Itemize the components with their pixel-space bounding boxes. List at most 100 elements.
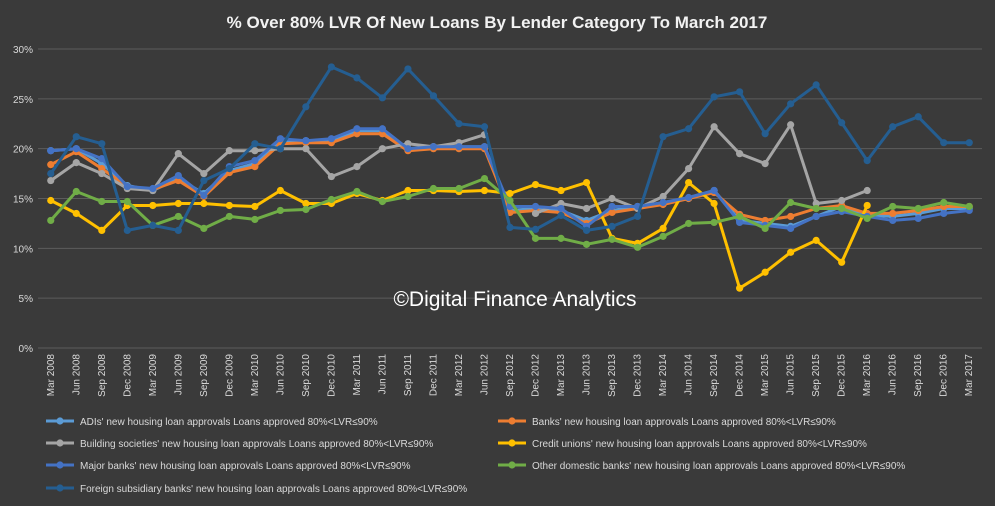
- data-point: [940, 209, 948, 218]
- data-point: [123, 226, 131, 234]
- data-point: [838, 196, 846, 205]
- series-6: [47, 174, 973, 251]
- data-point: [787, 121, 795, 129]
- data-point: [557, 211, 565, 220]
- data-point: [940, 139, 948, 147]
- data-point: [659, 198, 667, 207]
- data-point: [353, 125, 361, 133]
- data-point: [608, 202, 616, 211]
- data-point: [659, 224, 667, 232]
- x-tick-label: Jun 2016: [888, 354, 899, 396]
- data-point: [327, 195, 336, 204]
- data-point: [353, 187, 361, 196]
- x-tick-label: Mar 2015: [760, 354, 771, 397]
- y-tick-label: 10%: [13, 244, 33, 255]
- data-point: [353, 74, 361, 82]
- x-tick-label: Mar 2012: [454, 354, 465, 397]
- legend-label: Foreign subsidiary banks' new housing lo…: [80, 484, 467, 495]
- x-tick-label: Jun 2014: [684, 354, 695, 396]
- data-point: [531, 234, 540, 242]
- data-point: [608, 222, 616, 231]
- data-point: [455, 143, 463, 151]
- x-tick-label: Dec 2011: [428, 354, 439, 397]
- data-point: [761, 268, 769, 276]
- x-tick-label: Mar 2009: [148, 354, 159, 397]
- data-point: [276, 186, 284, 195]
- data-point: [480, 123, 489, 131]
- legend-item: Other domestic banks' new housing loan a…: [498, 461, 905, 472]
- data-point: [251, 157, 259, 165]
- data-point: [914, 214, 922, 223]
- data-point: [633, 243, 642, 251]
- data-point: [684, 165, 693, 173]
- y-axis: 0% 5% 10% 15% 20% 25% 30%: [13, 45, 33, 355]
- data-point: [429, 92, 438, 100]
- data-point: [404, 186, 412, 195]
- data-point: [480, 143, 489, 151]
- x-tick-label: Mar 2014: [658, 354, 669, 397]
- x-tick-label: Jun 2015: [786, 354, 797, 396]
- data-point: [557, 199, 565, 208]
- data-point: [659, 133, 667, 141]
- x-tick-label: Dec 2015: [837, 354, 848, 397]
- data-point: [787, 224, 795, 232]
- x-tick-label: Sep 2008: [97, 354, 108, 397]
- data-point: [710, 199, 718, 208]
- data-point: [787, 212, 795, 221]
- data-point: [455, 184, 463, 193]
- data-point: [761, 130, 769, 138]
- data-point: [582, 178, 591, 187]
- x-tick-label: Jun 2009: [173, 354, 184, 396]
- data-point: [378, 94, 387, 102]
- data-point: [684, 178, 693, 187]
- legend-item: Building societies' new housing loan app…: [46, 439, 433, 450]
- x-tick-label: Sep 2016: [913, 354, 924, 397]
- data-point: [174, 199, 182, 208]
- legend-label: ADIs' new housing loan approvals Loans a…: [80, 417, 378, 428]
- data-point: [736, 212, 744, 221]
- data-point: [276, 135, 284, 143]
- data-point: [327, 172, 336, 181]
- data-point: [225, 212, 233, 221]
- x-tick-label: Sep 2009: [199, 354, 210, 397]
- data-point: [838, 258, 846, 266]
- data-point: [378, 145, 387, 153]
- data-point: [429, 143, 438, 151]
- x-tick-label: Mar 2011: [352, 354, 363, 396]
- series-4: [47, 178, 871, 292]
- data-point: [98, 155, 106, 163]
- data-point: [327, 135, 336, 143]
- data-point: [531, 225, 540, 233]
- data-point: [889, 202, 897, 211]
- legend-marker: [56, 439, 64, 447]
- x-axis: Mar 2008 Jun 2008 Sep 2008 Dec 2008 Mar 2009…: [46, 354, 975, 397]
- data-point: [812, 236, 820, 244]
- data-point: [174, 212, 182, 221]
- legend: ADIs' new housing loan approvals Loans a…: [46, 417, 905, 495]
- data-point: [838, 204, 846, 213]
- data-point: [455, 120, 463, 128]
- data-point: [659, 232, 667, 240]
- data-point: [225, 201, 233, 210]
- x-tick-label: Jun 2008: [71, 354, 82, 396]
- data-point: [225, 147, 233, 155]
- x-tick-label: Sep 2011: [403, 354, 414, 397]
- data-point: [251, 147, 259, 155]
- data-point: [914, 113, 922, 121]
- data-point: [72, 159, 80, 167]
- data-point: [225, 165, 233, 173]
- legend-item: Major banks' new housing loan approvals …: [46, 461, 411, 472]
- data-point: [557, 234, 565, 242]
- data-point: [353, 130, 361, 138]
- data-point: [940, 198, 948, 207]
- data-point: [889, 209, 897, 218]
- data-point: [557, 186, 565, 195]
- data-point: [251, 140, 259, 148]
- data-point: [251, 202, 259, 211]
- data-point: [736, 150, 744, 158]
- data-point: [761, 224, 769, 232]
- data-point: [47, 169, 55, 178]
- data-point: [72, 209, 80, 218]
- data-point: [812, 204, 820, 213]
